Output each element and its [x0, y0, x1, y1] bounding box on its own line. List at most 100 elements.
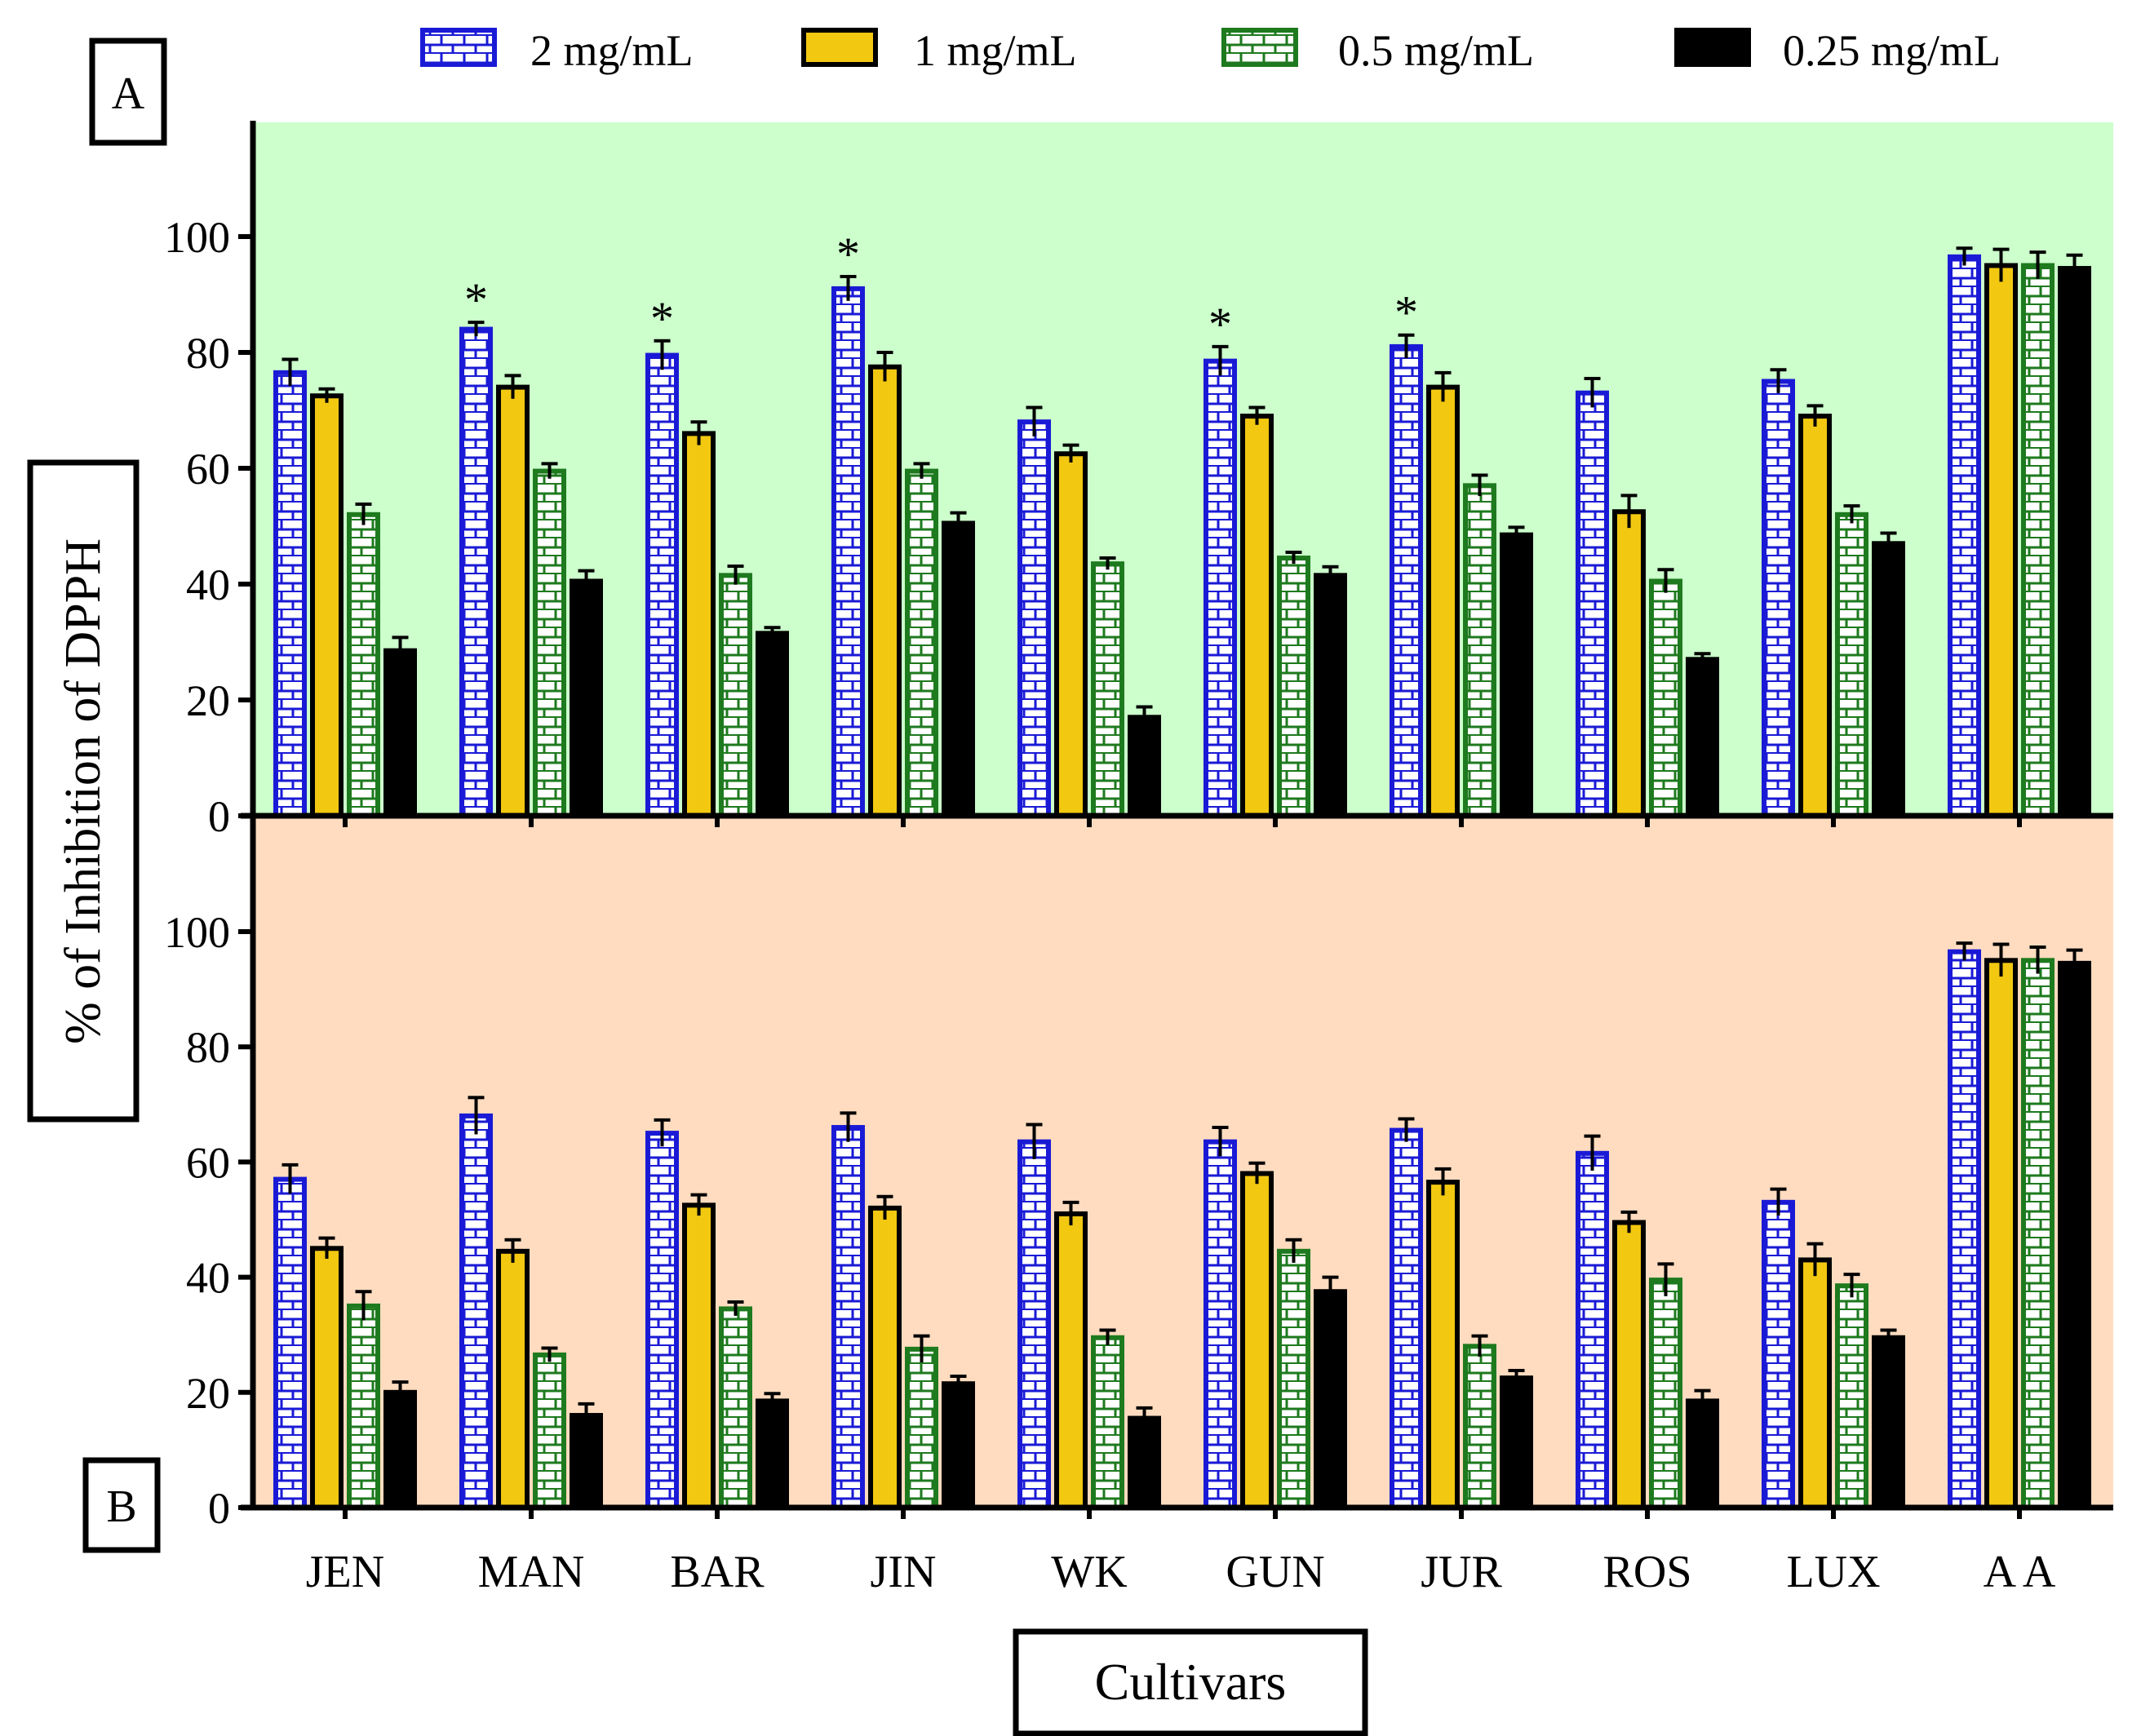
panel-a-background [253, 122, 2113, 816]
bar-b-a-a-2-mg-ml [1948, 949, 1981, 1510]
error-bar-a-wk-0-25-mg-ml [1136, 705, 1153, 728]
bar-a-lux-1-mg-ml [1798, 414, 1832, 818]
error-bar-a-a-a-0-5-mg-ml [2029, 250, 2046, 279]
error-bar-b-a-a-0-25-mg-ml [2066, 948, 2083, 977]
bar-b-man-2-mg-ml [459, 1113, 493, 1511]
svg-text:B: B [106, 1481, 136, 1532]
bar-b-jin-0-5-mg-ml [905, 1346, 938, 1510]
error-bar-a-jen-2-mg-ml [281, 357, 299, 387]
panel-b-background [253, 816, 2113, 1508]
legend-swatch-025mg [1674, 28, 1751, 67]
error-bar-a-jin-2-mg-ml [840, 274, 857, 301]
error-bar-b-lux-0-5-mg-ml [1843, 1273, 1860, 1298]
bar-a-jin-0-25-mg-ml [942, 520, 975, 818]
x-tick-label-gun: GUN [1226, 1547, 1324, 1597]
panel-label-a: A [89, 38, 167, 146]
bar-b-jen-0-5-mg-ml [347, 1303, 380, 1511]
bar-b-jin-2-mg-ml [831, 1125, 865, 1511]
bar-b-ros-0-5-mg-ml [1649, 1278, 1682, 1510]
bar-a-bar-0-25-mg-ml [756, 631, 789, 818]
bar-b-bar-0-25-mg-ml [756, 1398, 789, 1511]
bar-b-wk-1-mg-ml [1054, 1211, 1088, 1510]
error-bar-b-jin-0-5-mg-ml [913, 1334, 930, 1363]
svg-text:% of Inhibition of DPPH: % of Inhibition of DPPH [55, 538, 111, 1044]
error-bar-a-man-2-mg-ml [468, 321, 485, 337]
error-bar-a-jen-1-mg-ml [318, 387, 335, 403]
error-bar-a-jur-2-mg-ml [1398, 333, 1415, 359]
error-bar-b-man-0-5-mg-ml [541, 1346, 558, 1362]
error-bar-b-bar-0-5-mg-ml [727, 1300, 744, 1316]
bar-a-wk-0-5-mg-ml [1091, 561, 1124, 819]
error-bar-a-gun-1-mg-ml [1248, 405, 1266, 425]
y-tick-label-a-80: 80 [186, 329, 230, 378]
error-bar-b-gun-0-5-mg-ml [1285, 1238, 1302, 1263]
error-bar-b-jen-2-mg-ml [281, 1162, 299, 1194]
bar-a-gun-1-mg-ml [1240, 414, 1274, 818]
x-tick-label-jur: JUR [1421, 1547, 1502, 1597]
bar-b-gun-1-mg-ml [1240, 1171, 1274, 1511]
error-bar-a-ros-0-5-mg-ml [1657, 568, 1674, 593]
bar-b-ros-0-25-mg-ml [1686, 1398, 1719, 1511]
x-tick-label-ros: ROS [1603, 1547, 1692, 1597]
error-bar-b-jin-1-mg-ml [876, 1194, 893, 1220]
y-tick-label-a-40: 40 [186, 560, 230, 609]
bar-a-lux-2-mg-ml [1762, 379, 1795, 818]
significance-marker-a-jur: * [1394, 286, 1418, 339]
error-bar-b-jen-0-25-mg-ml [392, 1380, 409, 1403]
legend-swatch-2mg [420, 28, 497, 67]
bar-b-jen-0-25-mg-ml [383, 1389, 417, 1511]
y-tick-label-b-40: 40 [186, 1254, 230, 1303]
bar-a-a-a-0-5-mg-ml [2021, 263, 2055, 818]
error-bar-a-gun-0-5-mg-ml [1285, 550, 1302, 565]
bar-a-jin-2-mg-ml [831, 286, 865, 818]
legend-swatch-1mg [801, 28, 878, 67]
error-bar-b-gun-0-25-mg-ml [1322, 1275, 1339, 1306]
error-bar-a-jin-1-mg-ml [876, 351, 893, 382]
y-tick-label-b-60: 60 [186, 1138, 230, 1187]
bar-a-ros-0-5-mg-ml [1649, 578, 1682, 818]
legend-label-2mg: 2 mg/mL [530, 26, 694, 75]
legend-label-025mg: 0.25 mg/mL [1783, 26, 2001, 75]
significance-marker-a-bar: * [650, 292, 674, 345]
bar-a-bar-0-5-mg-ml [719, 573, 752, 818]
bar-a-man-0-25-mg-ml [570, 578, 603, 818]
legend-label-05mg: 0.5 mg/mL [1338, 26, 1534, 75]
bar-b-man-0-5-mg-ml [533, 1352, 566, 1511]
significance-marker-a-gun: * [1208, 298, 1232, 351]
bar-a-man-1-mg-ml [496, 384, 530, 819]
bar-a-jen-2-mg-ml [273, 370, 307, 819]
error-bar-b-jen-1-mg-ml [318, 1236, 335, 1260]
bar-a-ros-2-mg-ml [1576, 390, 1609, 818]
bar-a-wk-2-mg-ml [1017, 419, 1051, 818]
bar-a-jen-0-25-mg-ml [383, 648, 417, 819]
bar-b-ros-1-mg-ml [1612, 1220, 1646, 1511]
bar-b-lux-0-25-mg-ml [1872, 1335, 1905, 1510]
panel-label-b: B [82, 1457, 161, 1553]
bar-b-a-a-0-25-mg-ml [2058, 960, 2091, 1510]
bar-b-jen-2-mg-ml [273, 1176, 307, 1510]
y-tick-label-a-0: 0 [208, 792, 230, 841]
bar-b-bar-0-5-mg-ml [719, 1306, 752, 1511]
error-bar-b-lux-1-mg-ml [1806, 1242, 1824, 1277]
error-bar-b-lux-0-25-mg-ml [1880, 1328, 1897, 1345]
error-bar-b-wk-1-mg-ml [1062, 1200, 1079, 1226]
x-tick-labels: JEN MAN BAR JIN WK GUN JUR ROS LUX A A [306, 1547, 2056, 1597]
bar-a-jur-1-mg-ml [1426, 384, 1460, 819]
error-bar-b-jur-1-mg-ml [1434, 1167, 1452, 1196]
bar-b-jen-1-mg-ml [310, 1246, 344, 1511]
error-bar-b-man-2-mg-ml [468, 1096, 485, 1135]
bar-a-a-a-2-mg-ml [1948, 254, 1981, 819]
x-tick-label-man: MAN [478, 1547, 585, 1597]
bar-a-gun-0-5-mg-ml [1277, 556, 1310, 818]
y-tick-label-a-20: 20 [186, 676, 230, 725]
error-bar-a-a-a-2-mg-ml [1956, 246, 1973, 266]
error-bar-b-ros-0-5-mg-ml [1657, 1262, 1674, 1296]
error-bar-a-bar-1-mg-ml [690, 420, 707, 445]
bar-a-bar-1-mg-ml [682, 431, 716, 819]
bar-b-wk-2-mg-ml [1017, 1139, 1051, 1510]
error-bar-b-jur-2-mg-ml [1398, 1117, 1415, 1142]
bar-b-bar-2-mg-ml [645, 1131, 679, 1510]
bar-b-ros-2-mg-ml [1576, 1150, 1609, 1511]
y-tick-label-b-80: 80 [186, 1023, 230, 1072]
bar-b-gun-0-5-mg-ml [1277, 1248, 1310, 1510]
